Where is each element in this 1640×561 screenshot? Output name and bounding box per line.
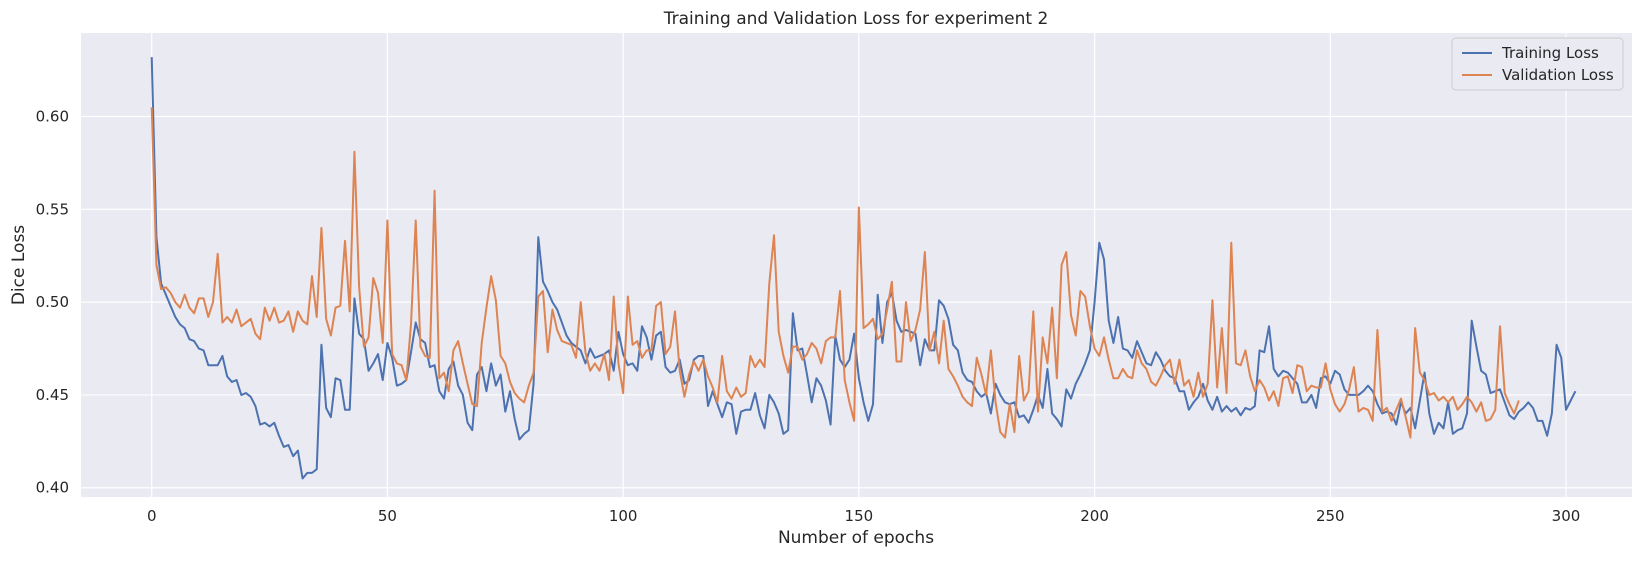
- legend-label-validation: Validation Loss: [1502, 66, 1614, 84]
- y-tick-label: 0.45: [36, 386, 69, 404]
- x-tick-label: 150: [845, 507, 874, 525]
- legend: Training Loss Validation Loss: [1451, 37, 1624, 91]
- validation-loss-line: [150, 107, 1520, 439]
- tick-labels: 0 50 100 150 200 250 300 0.40 0.45 0.50 0.55 0.60: [36, 108, 1581, 525]
- y-tick-label: 0.40: [36, 479, 69, 497]
- x-tick-label: 250: [1316, 507, 1345, 525]
- chart-title: Training and Validation Loss for experim…: [663, 9, 1049, 29]
- y-tick-label: 0.55: [36, 200, 69, 218]
- plot-background: [81, 33, 1632, 497]
- y-axis-label: Dice Loss: [9, 225, 29, 305]
- x-tick-label: 0: [147, 507, 157, 525]
- legend-box: [1451, 37, 1624, 91]
- legend-label-training: Training Loss: [1501, 44, 1599, 62]
- x-axis-label: Number of epochs: [778, 528, 934, 548]
- y-tick-label: 0.50: [36, 293, 69, 311]
- x-tick-label: 50: [378, 507, 397, 525]
- series-lines: [150, 57, 1577, 480]
- x-tick-label: 100: [609, 507, 638, 525]
- x-tick-label: 300: [1552, 507, 1581, 525]
- training-loss-line: [150, 57, 1577, 480]
- x-tick-label: 200: [1080, 507, 1109, 525]
- y-tick-label: 0.60: [36, 108, 69, 126]
